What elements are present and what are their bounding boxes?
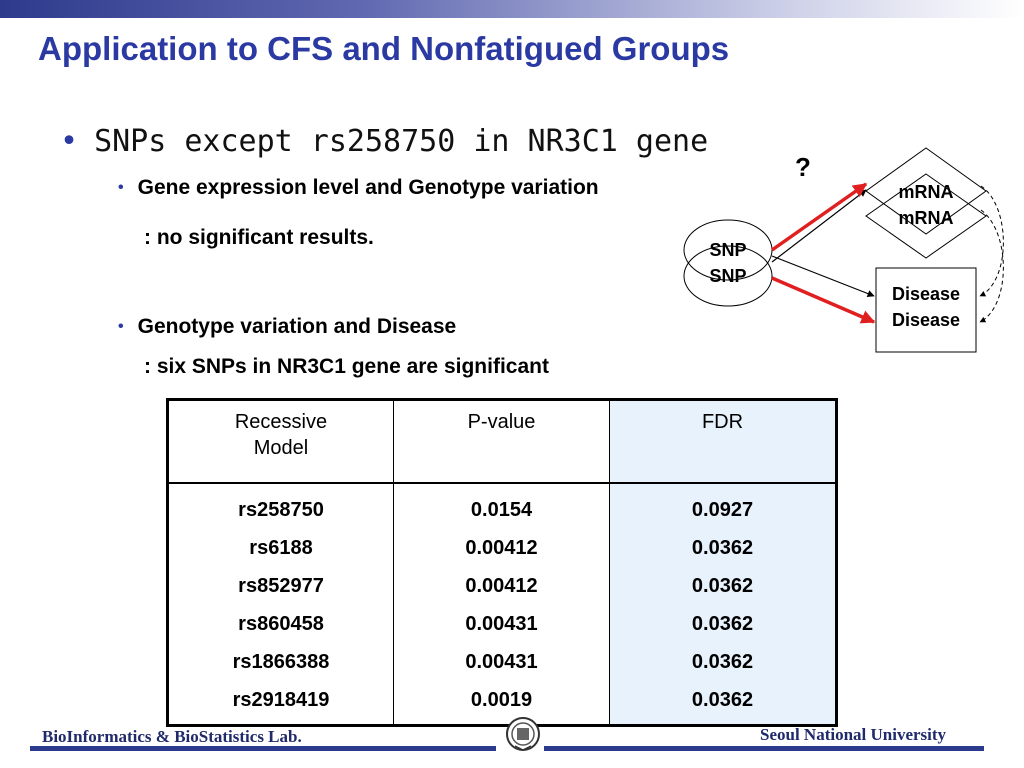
footer-rule-left: [30, 746, 496, 751]
table-row: rs6188 0.00412 0.0362: [167, 529, 837, 567]
sub-bullet-disease-result: : six SNPs in NR3C1 gene are significant: [144, 355, 549, 378]
mrna-label: mRNA: [898, 182, 953, 202]
snp-id: rs860458: [167, 605, 394, 643]
p-value: 0.00431: [393, 605, 610, 643]
top-gradient-bar: [0, 0, 1024, 18]
arrow-snp-disease: [771, 255, 875, 297]
snp-label: SNP: [709, 240, 746, 260]
dashed-arrow-mrna-disease: [979, 185, 1004, 297]
table-row: rs258750 0.0154 0.0927: [167, 483, 837, 529]
disease-label: Disease: [892, 284, 960, 304]
footer-university-name: Seoul National University: [760, 725, 947, 744]
table-header-row: Recessive Model P-value FDR: [167, 399, 837, 484]
p-value: 0.0019: [393, 681, 610, 726]
footer-rule-right: [544, 746, 984, 751]
red-arrow-snp-mrna: [770, 182, 868, 252]
p-value: 0.00431: [393, 643, 610, 681]
p-value: 0.0154: [393, 483, 610, 529]
fdr-value: 0.0362: [609, 643, 837, 681]
header-fdr: FDR: [609, 399, 837, 484]
disease-label-shadow: Disease: [892, 310, 960, 330]
fdr-value: 0.0362: [609, 605, 837, 643]
mrna-label-shadow: mRNA: [898, 208, 953, 228]
snp-mrna-disease-diagram: mRNA mRNA Disease Disease SNP SNP: [683, 147, 1004, 353]
bullet-icon: •: [118, 179, 124, 196]
arrow-snp-mrna: [771, 189, 867, 263]
mrna-diamond: [865, 147, 987, 235]
header-recessive-model: Recessive Model: [167, 399, 394, 484]
main-bullet-text: SNPs except rs258750 in NR3C1 gene: [94, 124, 709, 159]
table-row: rs2918419 0.0019 0.0362: [167, 681, 837, 726]
snp-id: rs258750: [167, 483, 394, 529]
p-value: 0.00412: [393, 567, 610, 605]
disease-box: [875, 267, 977, 353]
bullet-icon: •: [118, 318, 124, 335]
p-value: 0.00412: [393, 529, 610, 567]
bullet-icon: •: [60, 124, 79, 159]
footer-lab-name: BioInformatics & BioStatistics Lab.: [42, 727, 302, 746]
sub-bullet-disease-text: Genotype variation and Disease: [137, 315, 457, 338]
snp-id: rs2918419: [167, 681, 394, 726]
dashed-arrow-mrna-disease-shadow: [979, 209, 1004, 323]
snp-id: rs6188: [167, 529, 394, 567]
university-seal-icon: [506, 717, 540, 751]
fdr-value: 0.0362: [609, 567, 837, 605]
table-row: rs852977 0.00412 0.0362: [167, 567, 837, 605]
slide-title: Application to CFS and Nonfatigued Group…: [38, 30, 730, 67]
fdr-value: 0.0927: [609, 483, 837, 529]
table-row: rs1866388 0.00431 0.0362: [167, 643, 837, 681]
sub-bullet-disease: • Genotype variation and Disease: [118, 315, 456, 339]
header-model-line: Model: [253, 437, 309, 459]
fdr-value: 0.0362: [609, 529, 837, 567]
snp-results-table: Recessive Model P-value FDR rs258750 0.0…: [166, 398, 838, 727]
snp-label-shadow: SNP: [709, 266, 746, 286]
main-bullet: • SNPs except rs258750 in NR3C1 gene: [60, 124, 708, 159]
table-row: rs860458 0.00431 0.0362: [167, 605, 837, 643]
header-recessive-line: Recessive: [234, 411, 328, 433]
sub-bullet-expression-result: : no significant results.: [144, 226, 374, 249]
snp-id: rs852977: [167, 567, 394, 605]
fdr-value: 0.0362: [609, 681, 837, 726]
sub-bullet-expression: • Gene expression level and Genotype vari…: [118, 176, 599, 200]
snp-ellipse-shadow: [683, 245, 773, 307]
question-mark: ?: [795, 152, 811, 182]
header-pvalue: P-value: [393, 399, 610, 484]
mrna-diamond-shadow: [865, 173, 987, 259]
snp-id: rs1866388: [167, 643, 394, 681]
sub-bullet-expression-text: Gene expression level and Genotype varia…: [137, 176, 599, 199]
red-arrow-snp-disease: [771, 276, 876, 324]
